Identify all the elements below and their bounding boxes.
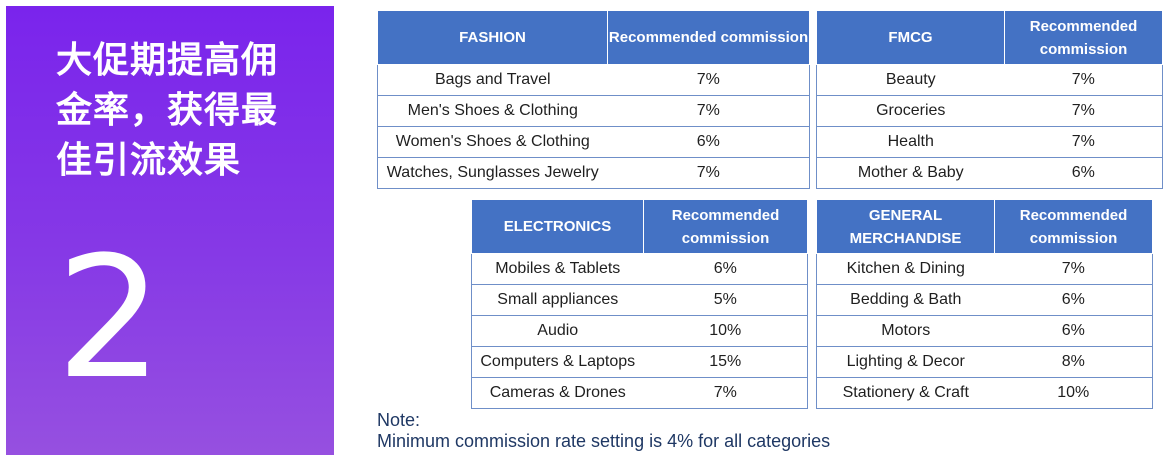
category-cell: Lighting & Decor — [816, 346, 995, 378]
rate-cell: 6% — [643, 253, 808, 285]
fmcg-commission-header: Recommended commission — [1004, 10, 1163, 65]
category-cell: Mobiles & Tablets — [471, 253, 644, 285]
category-cell: Watches, Sunglasses Jewelry — [377, 157, 608, 189]
side-panel — [6, 6, 334, 455]
rate-cell: 7% — [1004, 95, 1163, 127]
category-cell: Motors — [816, 315, 995, 347]
rate-cell: 7% — [643, 377, 808, 409]
table-row: Mobiles & Tablets 6% — [471, 253, 808, 285]
fashion-commission-header: Recommended commission — [607, 10, 810, 65]
rate-cell: 10% — [994, 377, 1153, 409]
rate-cell: 7% — [1004, 126, 1163, 158]
fashion-header: FASHION — [377, 10, 608, 65]
category-cell: Audio — [471, 315, 644, 347]
rate-cell: 6% — [994, 315, 1153, 347]
category-cell: Health — [816, 126, 1005, 158]
rate-cell: 6% — [994, 284, 1153, 316]
table-row: Motors 6% — [816, 315, 1153, 347]
rate-cell: 7% — [607, 64, 810, 96]
rate-cell: 5% — [643, 284, 808, 316]
category-cell: Bedding & Bath — [816, 284, 995, 316]
fashion-table: FASHION Recommended commission Bags and … — [377, 10, 810, 189]
fmcg-table: FMCG Recommended commission Beauty 7% Gro… — [816, 10, 1163, 189]
electronics-commission-header: Recommended commission — [643, 199, 808, 254]
category-cell: Beauty — [816, 64, 1005, 96]
category-cell: Men's Shoes & Clothing — [377, 95, 608, 127]
category-cell: Small appliances — [471, 284, 644, 316]
general-merchandise-table: GENERAL MERCHANDISE Recommended commissi… — [816, 199, 1153, 409]
general-merchandise-header: GENERAL MERCHANDISE — [816, 199, 995, 254]
table-row: Lighting & Decor 8% — [816, 346, 1153, 378]
note: Note: Minimum commission rate setting is… — [377, 410, 830, 452]
category-cell: Cameras & Drones — [471, 377, 644, 409]
category-cell: Mother & Baby — [816, 157, 1005, 189]
rate-cell: 15% — [643, 346, 808, 378]
category-cell: Kitchen & Dining — [816, 253, 995, 285]
note-text: Minimum commission rate setting is 4% fo… — [377, 431, 831, 451]
table-row: Groceries 7% — [816, 95, 1163, 127]
electronics-table: ELECTRONICS Recommended commission Mobil… — [471, 199, 808, 409]
table-row: Mother & Baby 6% — [816, 157, 1163, 189]
fmcg-header: FMCG — [816, 10, 1005, 65]
table-row: Computers & Laptops 15% — [471, 346, 808, 378]
table-row: Small appliances 5% — [471, 284, 808, 316]
table-row: Health 7% — [816, 126, 1163, 158]
rate-cell: 7% — [1004, 64, 1163, 96]
rate-cell: 7% — [607, 157, 810, 189]
side-number: 2 — [56, 220, 163, 416]
category-cell: Stationery & Craft — [816, 377, 995, 409]
rate-cell: 6% — [1004, 157, 1163, 189]
table-row: Beauty 7% — [816, 64, 1163, 96]
table-row: Audio 10% — [471, 315, 808, 347]
table-row: Women's Shoes & Clothing 6% — [377, 126, 810, 158]
category-cell: Groceries — [816, 95, 1005, 127]
table-row: Stationery & Craft 10% — [816, 377, 1153, 409]
table-row: Kitchen & Dining 7% — [816, 253, 1153, 285]
rate-cell: 7% — [607, 95, 810, 127]
table-row: Watches, Sunglasses Jewelry 7% — [377, 157, 810, 189]
category-cell: Bags and Travel — [377, 64, 608, 96]
category-cell: Computers & Laptops — [471, 346, 644, 378]
table-row: Bedding & Bath 6% — [816, 284, 1153, 316]
general-merchandise-commission-header: Recommended commission — [994, 199, 1153, 254]
table-row: Men's Shoes & Clothing 7% — [377, 95, 810, 127]
table-row: Bags and Travel 7% — [377, 64, 810, 96]
rate-cell: 7% — [994, 253, 1153, 285]
table-row: Cameras & Drones 7% — [471, 377, 808, 409]
rate-cell: 8% — [994, 346, 1153, 378]
side-title: 大促期提高佣金率，获得最佳引流效果 — [56, 40, 279, 181]
category-cell: Women's Shoes & Clothing — [377, 126, 608, 158]
rate-cell: 6% — [607, 126, 810, 158]
note-label: Note: — [377, 410, 421, 430]
electronics-header: ELECTRONICS — [471, 199, 644, 254]
rate-cell: 10% — [643, 315, 808, 347]
